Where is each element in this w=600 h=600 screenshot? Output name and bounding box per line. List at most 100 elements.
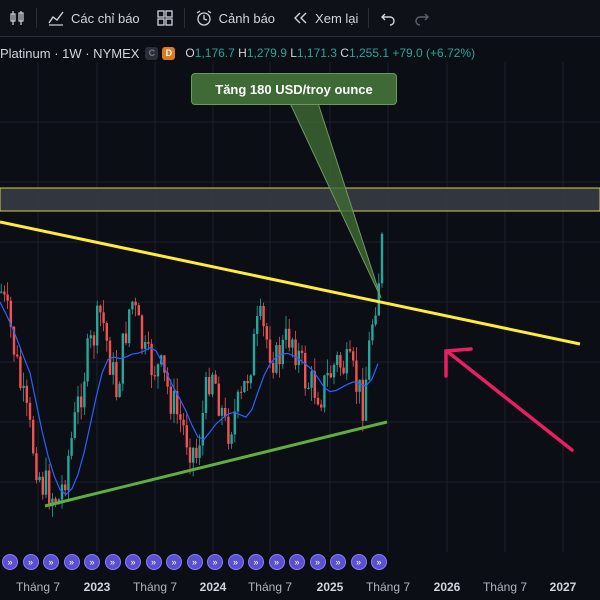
time-axis[interactable]: Tháng 7 2023 Tháng 7 2024 Tháng 7 2025 Tháng 7…: [0, 576, 600, 600]
candle-body: [281, 339, 284, 365]
resistance-zone[interactable]: [0, 187, 600, 212]
event-marker[interactable]: »: [227, 554, 244, 570]
undo-icon: [381, 13, 396, 26]
candle-body: [92, 335, 96, 346]
pink-arrow[interactable]: [444, 347, 574, 452]
event-marker[interactable]: »: [248, 554, 264, 570]
candle-body: [316, 397, 320, 405]
badge-c: C: [145, 46, 159, 60]
candle-body: [272, 362, 275, 373]
candle-body: [262, 305, 265, 327]
candle-body: [374, 315, 377, 325]
event-marker[interactable]: »: [289, 554, 305, 570]
candle-body: [345, 349, 348, 374]
candle-body: [128, 309, 131, 344]
candle-body: [150, 343, 153, 376]
ohlc-values: O1,176.7 H1,279.9 L1,171.3 C1,255.1 +79.…: [185, 46, 476, 60]
candle-body: [326, 373, 329, 376]
candle-body: [259, 305, 262, 316]
event-marker[interactable]: »: [309, 554, 326, 570]
event-marker[interactable]: »: [207, 554, 223, 570]
candle-body: [124, 333, 128, 344]
candle-body: [304, 352, 307, 389]
candle-body: [185, 425, 188, 448]
candle-body: [51, 498, 54, 507]
candle-body: [208, 377, 211, 395]
candle-body: [310, 371, 313, 388]
time-axis-tick: Tháng 7: [482, 580, 528, 594]
moving-average-line: [0, 301, 379, 496]
chart-type-button[interactable]: [0, 0, 34, 36]
candle-body: [6, 294, 9, 301]
event-marker[interactable]: »: [84, 554, 100, 570]
event-marker[interactable]: »: [268, 554, 285, 570]
candle-body: [25, 385, 28, 403]
event-marker[interactable]: »: [22, 554, 39, 570]
candle-body: [179, 414, 182, 420]
candle-body: [217, 383, 220, 416]
high-value: 1,279.9: [246, 46, 287, 60]
candle-body: [118, 383, 121, 398]
candle-body: [307, 387, 310, 389]
event-marker[interactable]: »: [104, 554, 121, 570]
candle-body: [358, 379, 361, 392]
support-trendline[interactable]: [44, 420, 388, 508]
price-chart[interactable]: [0, 62, 600, 552]
indicators-icon: [48, 11, 64, 26]
candle-body: [144, 342, 147, 349]
event-marker[interactable]: »: [371, 554, 387, 570]
candle-body: [284, 328, 288, 340]
symbol-title[interactable]: Platinum · 1W · NYMEX: [0, 45, 140, 61]
alerts-button[interactable]: Cảnh báo: [187, 0, 283, 36]
candle-body: [355, 360, 358, 392]
event-marker[interactable]: »: [2, 554, 18, 570]
indicators-button[interactable]: Các chỉ báo: [39, 0, 148, 36]
event-marker[interactable]: »: [186, 554, 203, 570]
candle-body: [134, 301, 137, 306]
templates-button[interactable]: [148, 0, 182, 36]
event-marker[interactable]: »: [145, 554, 162, 570]
candle-body: [313, 371, 316, 398]
candle-body: [348, 349, 352, 352]
candle-body: [67, 455, 70, 491]
resistance-trendline[interactable]: [0, 220, 581, 346]
candle-body: [332, 364, 336, 378]
alerts-label: Cảnh báo: [218, 10, 276, 26]
time-axis-tick: 2027: [549, 580, 577, 594]
candle-body: [166, 372, 169, 387]
time-axis-tick: 2024: [199, 580, 227, 594]
candle-body: [112, 362, 115, 375]
candle-body: [220, 407, 224, 416]
candle-body: [380, 233, 384, 284]
candle-body: [83, 381, 86, 408]
candle-body: [0, 291, 3, 293]
candle-body: [323, 375, 326, 408]
candle-body: [249, 375, 252, 384]
toolbar-divider: [36, 8, 37, 28]
undo-button[interactable]: [371, 0, 405, 36]
candle-body: [288, 328, 291, 348]
event-marker[interactable]: »: [63, 554, 80, 570]
annotation-callout[interactable]: Tăng 180 USD/troy ounce: [191, 73, 397, 105]
event-marker[interactable]: »: [43, 554, 59, 570]
event-marker[interactable]: »: [330, 554, 346, 570]
candle-body: [198, 445, 201, 458]
candle-body: [368, 340, 371, 380]
event-marker[interactable]: »: [166, 554, 182, 570]
replay-button[interactable]: Xem lại: [283, 0, 366, 36]
redo-button[interactable]: [405, 0, 439, 36]
candle-body: [121, 333, 124, 384]
candle-body: [176, 390, 179, 415]
event-marker[interactable]: »: [350, 554, 367, 570]
candle-body: [211, 374, 214, 395]
candle-body: [96, 305, 99, 346]
grid-icon: [157, 10, 173, 26]
candle-body: [73, 412, 76, 438]
candle-body: [252, 334, 256, 376]
event-marker[interactable]: »: [125, 554, 141, 570]
replay-label: Xem lại: [315, 10, 359, 26]
candle-body: [80, 396, 83, 408]
candle-body: [35, 453, 38, 481]
candle-body: [275, 345, 278, 373]
candle-body: [22, 385, 25, 389]
